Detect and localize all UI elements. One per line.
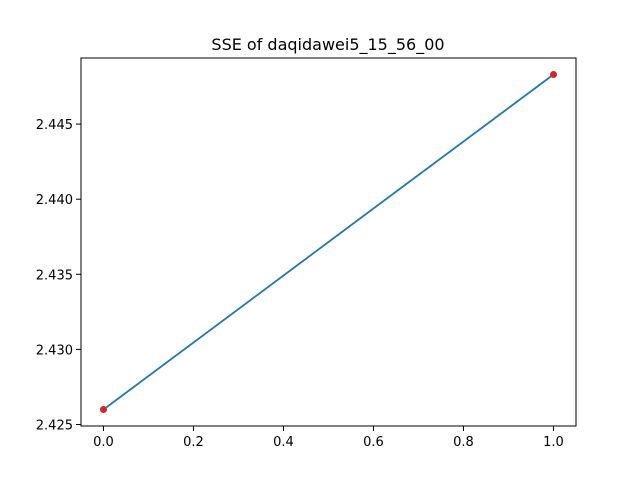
y-tick-label-2: 2.435	[36, 268, 73, 283]
y-tick-label-3: 2.440	[36, 193, 73, 208]
series-line-0	[102, 73, 555, 411]
x-tick-label-5: 1.0	[543, 435, 564, 450]
data-point-0-1	[550, 71, 557, 79]
x-tick-label-0: 0.0	[93, 435, 114, 450]
data-point-0-0	[100, 405, 107, 413]
plot-area: 0.0 0.2 0.4 0.6 0.8 1.0 2.425 2.430 2.435 2.440 2.…	[36, 57, 577, 450]
x-tick-label-3: 0.6	[363, 435, 384, 450]
y-tick-label-1: 2.430	[36, 343, 73, 358]
y-tick-label-0: 2.425	[36, 418, 73, 433]
x-tick-label-4: 0.8	[453, 435, 474, 450]
chart-title: SSE of daqidawei5_15_56_00	[211, 35, 444, 55]
y-tick-label-4: 2.445	[36, 118, 73, 133]
x-tick-label-1: 0.2	[183, 435, 204, 450]
axes-frame	[80, 57, 577, 427]
x-tick-label-2: 0.4	[273, 435, 294, 450]
